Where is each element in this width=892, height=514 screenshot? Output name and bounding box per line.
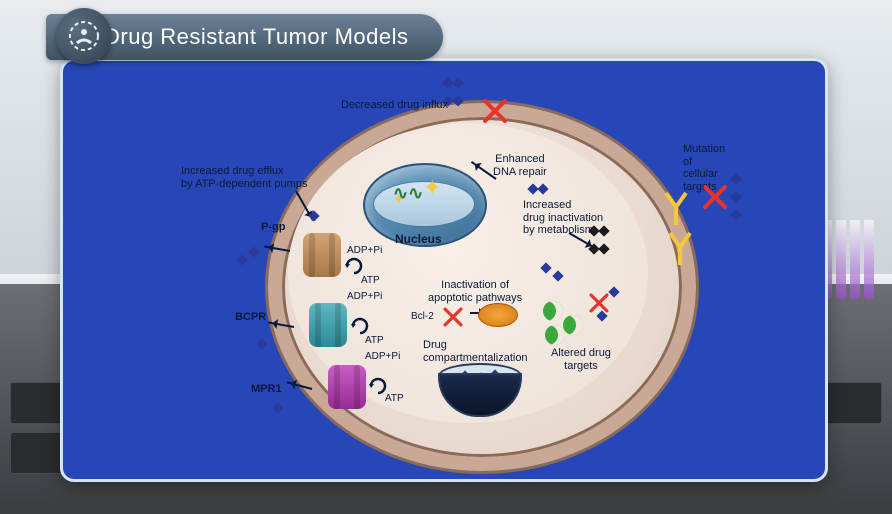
label-adp-pi: ADP+Pi xyxy=(347,245,382,257)
page-title: Drug Resistant Tumor Models xyxy=(104,24,409,50)
mitochondria-icon xyxy=(478,303,518,327)
label-mpr1: MPR1 xyxy=(251,383,282,396)
red-x-icon xyxy=(588,292,610,314)
label-adp-pi: ADP+Pi xyxy=(365,351,400,363)
label-decreased-influx: Decreased drug influx xyxy=(341,99,448,112)
label-drug-compartment: Drugcompartmentalization xyxy=(423,339,528,364)
label-atp: ATP xyxy=(385,393,404,405)
label-increased-efflux: Increased drug effluxby ATP-dependent pu… xyxy=(181,165,307,190)
red-x-icon xyxy=(701,183,729,211)
red-x-icon xyxy=(442,306,464,328)
test-tubes xyxy=(822,210,882,300)
label-enhanced-repair: EnhancedDNA repair xyxy=(493,153,547,178)
cell-diagram: ∿∿ ✦ ✦ Nucleus Decreased drug influx Enh… xyxy=(233,93,703,463)
label-bcpr: BCPR xyxy=(235,311,266,324)
atp-cycle-icon xyxy=(349,315,371,337)
crescent-icon xyxy=(545,325,565,345)
label-atp: ATP xyxy=(365,335,384,347)
drug-cluster xyxy=(528,181,548,199)
label-bcl2: Bcl-2 xyxy=(411,311,434,323)
atp-cycle-icon xyxy=(343,255,365,277)
crescent-icon xyxy=(543,301,563,321)
pump-mpr xyxy=(328,365,366,409)
red-x-icon xyxy=(481,97,509,125)
inactive-cluster xyxy=(589,223,609,259)
label-pgp: P-gp xyxy=(261,221,285,234)
logo-icon xyxy=(56,8,112,64)
pump-pgp xyxy=(303,233,341,277)
label-altered-targets: Altered drugtargets xyxy=(551,347,611,372)
label-atp: ATP xyxy=(361,275,380,287)
pump-bcpr xyxy=(309,303,347,347)
antibody-icon xyxy=(667,231,693,265)
label-inactivation-apoptotic: Inactivation ofapoptotic pathways xyxy=(428,279,522,304)
label-adp-pi: ADP+Pi xyxy=(347,291,382,303)
antibody-icon xyxy=(663,191,689,225)
diagram-panel: ∿∿ ✦ ✦ Nucleus Decreased drug influx Enh… xyxy=(60,58,828,482)
drug-cluster xyxy=(731,171,741,225)
nucleus-label: Nucleus xyxy=(395,233,442,247)
crescent-icon xyxy=(563,315,583,335)
